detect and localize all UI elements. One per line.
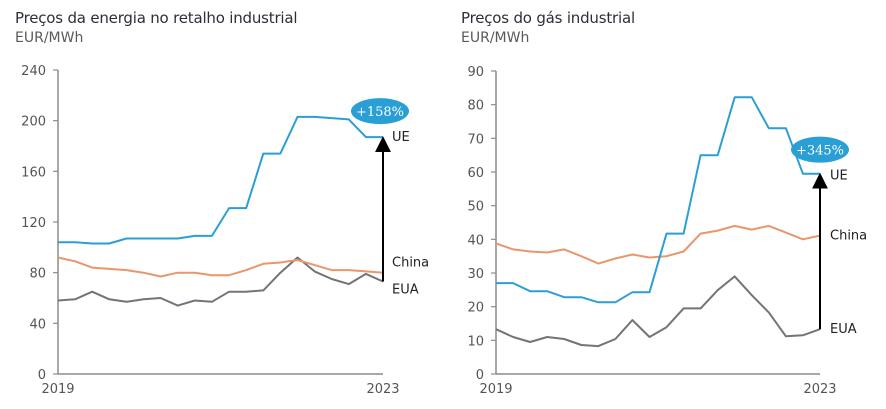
chart1-series-label-ue: UE xyxy=(392,130,410,145)
chart2-y-tick-label: 10 xyxy=(467,334,484,349)
chart1-x-tick-label: 2023 xyxy=(366,382,399,397)
chart2-y-tick-label: 60 xyxy=(467,166,484,181)
chart2-series-label-eua: EUA xyxy=(830,322,857,337)
chart2-y-tick-label: 20 xyxy=(467,301,484,316)
chart2-y-tick-label: 50 xyxy=(467,200,484,215)
chart1-change-bubble xyxy=(351,98,409,125)
chart2-unit: EUR/MWh xyxy=(461,30,530,46)
chart2-series-china-line xyxy=(495,224,821,265)
chart1-y-tick-label: 160 xyxy=(21,165,46,180)
chart1-series-eua-line xyxy=(57,256,384,307)
chart1-unit: EUR/MWh xyxy=(15,30,84,46)
chart2-y-tick-label: 30 xyxy=(467,267,484,282)
chart2-y-tick-label: 40 xyxy=(467,233,484,248)
chart2-y-tick-label: 70 xyxy=(467,132,484,147)
chart1-series-china-line xyxy=(57,256,384,278)
chart1-y-tick-label: 0 xyxy=(38,368,46,383)
chart1-x-tick-label: 2019 xyxy=(41,382,74,397)
chart2-y-tick-label: 80 xyxy=(467,99,484,114)
chart1-series-label-china: China xyxy=(392,256,429,271)
chart2-x-tick-label: 2023 xyxy=(803,382,836,397)
chart1-y-tick-label: 120 xyxy=(21,216,46,231)
chart1-y-tick-label: 40 xyxy=(29,317,46,332)
chart2-y-tick-label: 0 xyxy=(476,368,484,383)
chart2-series-ue-line xyxy=(496,96,820,304)
chart2-change-bubble-text: +345% xyxy=(796,144,844,159)
chart1-y-tick-label: 80 xyxy=(29,267,46,282)
chart2-series-label-ue: UE xyxy=(830,169,848,184)
chart2-change-bubble xyxy=(791,136,849,163)
chart2-x-tick-label: 2019 xyxy=(479,382,512,397)
chart1-series-ue-line xyxy=(58,115,383,245)
chart2-title: Preços do gás industrial xyxy=(461,9,635,27)
chart1-y-tick-label: 200 xyxy=(21,115,46,130)
chart1-change-bubble-text: +158% xyxy=(356,105,404,120)
chart2-series-label-china: China xyxy=(830,229,867,244)
chart1-series-label-eua: EUA xyxy=(392,283,419,298)
chart1-y-tick-label: 240 xyxy=(21,64,46,79)
chart1-title: Preços da energia no retalho industrial xyxy=(15,9,298,27)
chart2-y-tick-label: 90 xyxy=(467,65,484,80)
chart2-series-eua-line xyxy=(495,275,821,348)
